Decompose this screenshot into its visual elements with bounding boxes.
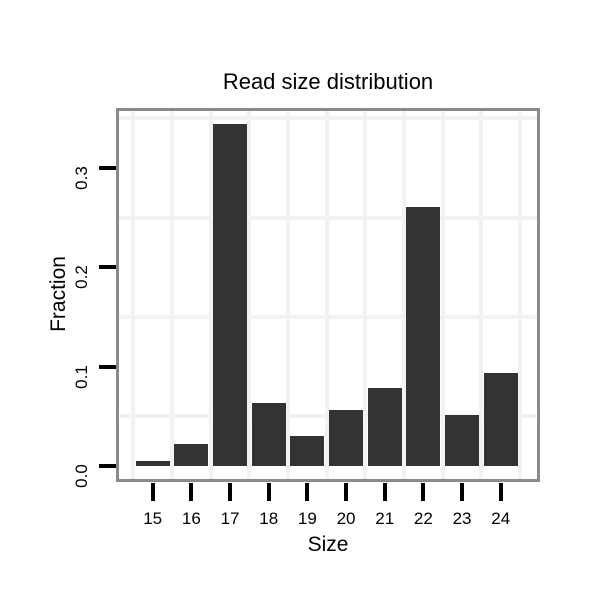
bar-size-20	[329, 410, 364, 466]
x-tick	[382, 483, 387, 501]
bar-size-16	[174, 444, 209, 466]
x-axis-title: Size	[307, 533, 349, 556]
x-tick-label: 17	[220, 509, 240, 528]
x-tick-label: 24	[491, 509, 511, 528]
gridline-vertical	[247, 111, 252, 479]
gridline-vertical	[286, 111, 291, 479]
x-tick-label: 15	[143, 509, 163, 528]
y-axis-title: Fraction	[47, 256, 70, 332]
x-tick	[228, 483, 233, 501]
y-tick	[99, 165, 116, 170]
x-tick	[266, 483, 271, 501]
x-tick	[421, 483, 426, 501]
gridline-vertical	[440, 111, 445, 479]
y-tick-label: 0.2	[72, 265, 91, 290]
bar-size-21	[367, 388, 402, 466]
gridline-vertical	[479, 111, 484, 479]
gridline-vertical	[208, 111, 213, 479]
x-tick-label: 23	[452, 509, 472, 528]
x-tick-label: 22	[413, 509, 433, 528]
x-tick	[189, 483, 194, 501]
y-tick-label: 0.1	[72, 364, 91, 389]
x-tick	[498, 483, 503, 501]
bar-size-17	[213, 124, 248, 466]
x-tick-label: 16	[181, 509, 201, 528]
gridline-vertical	[363, 111, 368, 479]
x-tick	[460, 483, 465, 501]
bar-size-15	[135, 461, 170, 466]
plot-panel	[116, 108, 540, 482]
gridline-vertical	[324, 111, 329, 479]
y-tick	[99, 265, 116, 270]
x-tick-label: 19	[297, 509, 317, 528]
gridline-vertical	[170, 111, 175, 479]
bar-size-18	[251, 403, 286, 466]
x-tick-label: 21	[375, 509, 395, 528]
bar-size-19	[290, 436, 325, 466]
x-tick	[344, 483, 349, 501]
x-tick	[305, 483, 310, 501]
gridline-vertical	[131, 111, 136, 479]
chart-title: Read size distribution	[222, 69, 434, 94]
bar-size-24	[483, 372, 518, 466]
bar-size-22	[406, 206, 441, 466]
x-tick-label: 20	[336, 509, 356, 528]
y-tick-label: 0.3	[72, 165, 91, 190]
bar-size-23	[445, 415, 480, 466]
y-tick	[99, 364, 116, 369]
gridline-vertical	[402, 111, 407, 479]
y-tick-label: 0.0	[72, 464, 91, 488]
gridline-vertical	[518, 111, 523, 479]
x-tick	[150, 483, 155, 501]
x-tick-label: 18	[259, 509, 279, 528]
y-tick	[99, 464, 116, 468]
